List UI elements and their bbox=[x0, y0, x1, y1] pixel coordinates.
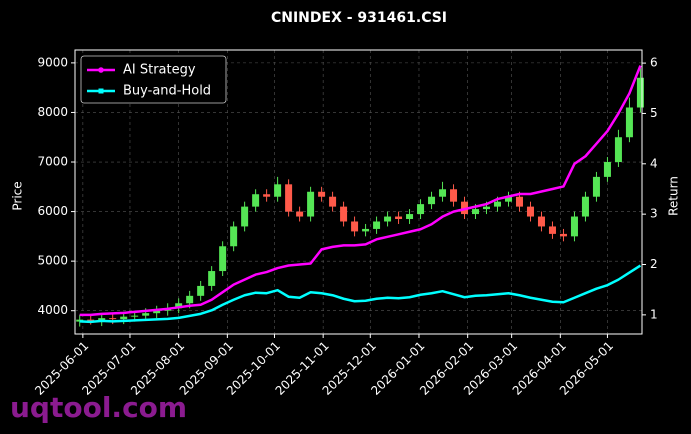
legend-marker bbox=[98, 67, 104, 73]
y-tick-label: 7000 bbox=[37, 155, 68, 169]
candle-body bbox=[439, 189, 447, 197]
candle-body bbox=[395, 216, 403, 220]
chart-title: CNINDEX - 931461.CSI bbox=[271, 10, 447, 26]
candle-body bbox=[636, 77, 644, 108]
candle-body bbox=[472, 209, 480, 215]
candle-body bbox=[274, 184, 282, 197]
candle-body bbox=[406, 214, 414, 220]
series-line bbox=[79, 264, 642, 324]
candle-body bbox=[318, 191, 326, 197]
candle-body bbox=[76, 319, 84, 322]
candle-body bbox=[120, 316, 128, 320]
axes-frame bbox=[74, 49, 643, 335]
candle-body bbox=[537, 216, 545, 227]
candle-body bbox=[252, 194, 260, 207]
y2-tick-label: 4 bbox=[650, 156, 658, 170]
candle-body bbox=[362, 228, 370, 232]
candle-body bbox=[87, 319, 95, 322]
y2-tick-label: 2 bbox=[650, 257, 658, 271]
candle-body bbox=[428, 196, 436, 205]
candle-body bbox=[592, 176, 600, 197]
candle-body bbox=[483, 206, 491, 210]
y2-tick-label: 3 bbox=[650, 207, 658, 221]
candle-body bbox=[296, 211, 304, 217]
candle-body bbox=[197, 285, 205, 296]
candle-body bbox=[417, 204, 425, 215]
candle-body bbox=[153, 310, 161, 314]
legend-marker bbox=[98, 88, 104, 94]
candle-body bbox=[175, 303, 183, 309]
candle-body bbox=[625, 107, 633, 138]
candle-body bbox=[230, 226, 238, 247]
candle-body bbox=[581, 196, 589, 217]
plot-area: 4000500060007000800090001234562025-06-01… bbox=[32, 49, 658, 398]
y-tick-label: 8000 bbox=[37, 105, 68, 119]
candle-body bbox=[142, 313, 150, 316]
y-tick-label: 9000 bbox=[37, 55, 68, 69]
candle-body bbox=[614, 137, 622, 163]
candle-body bbox=[570, 216, 578, 237]
candle-body bbox=[373, 221, 381, 229]
candle-body bbox=[548, 226, 556, 234]
legend-box bbox=[80, 55, 227, 104]
candle-body bbox=[329, 196, 337, 207]
legend-label: AI Strategy bbox=[123, 63, 196, 78]
candle-body bbox=[450, 189, 458, 202]
y-tick-label: 6000 bbox=[37, 204, 68, 218]
candle-body bbox=[219, 246, 227, 272]
y-axis-label: Price bbox=[11, 181, 25, 210]
candle-body bbox=[208, 271, 216, 286]
candle-body bbox=[559, 233, 567, 237]
candle-body bbox=[131, 315, 139, 317]
candle-body bbox=[285, 184, 293, 212]
y2-tick-label: 6 bbox=[650, 56, 658, 70]
candle-body bbox=[351, 221, 359, 232]
candle-body bbox=[263, 194, 271, 197]
candle-body bbox=[384, 216, 392, 222]
y2-tick-label: 1 bbox=[650, 307, 658, 321]
y-tick-label: 4000 bbox=[37, 303, 68, 317]
candle-body bbox=[109, 318, 117, 320]
y2-axis-label: Return bbox=[667, 176, 681, 216]
candle-body bbox=[241, 206, 249, 227]
y-tick-label: 5000 bbox=[37, 254, 68, 268]
candle-body bbox=[340, 206, 348, 222]
candle-body bbox=[494, 201, 502, 207]
candle-body bbox=[515, 196, 523, 207]
candle-body bbox=[526, 206, 534, 217]
candle-body bbox=[603, 162, 611, 177]
y2-tick-label: 5 bbox=[650, 106, 658, 120]
candle-body bbox=[504, 196, 512, 202]
candle-body bbox=[186, 295, 194, 304]
candle-body bbox=[98, 318, 106, 322]
watermark: uqtool.com bbox=[10, 391, 187, 424]
legend-label: Buy-and-Hold bbox=[123, 84, 211, 99]
series-line bbox=[79, 65, 642, 317]
candle-body bbox=[307, 191, 315, 217]
